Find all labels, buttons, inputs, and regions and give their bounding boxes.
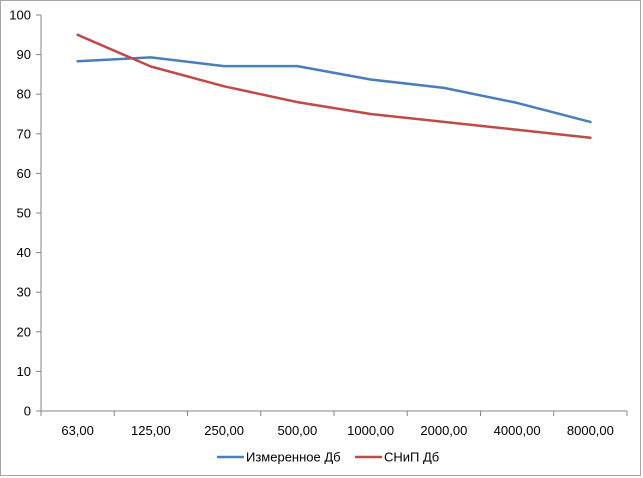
y-tick-label: 40 [17, 245, 31, 260]
x-tick-label: 500,00 [277, 423, 317, 438]
legend: Измеренное Дб СНиП Дб [217, 450, 439, 465]
y-tick-label: 60 [17, 166, 31, 181]
x-tick-label: 250,00 [204, 423, 244, 438]
x-axis-tick-labels: 63,00 125,00 250,00 500,00 1000,00 2000,00 400… [61, 423, 614, 438]
legend-label: СНиП Дб [384, 450, 439, 465]
y-tick-label: 90 [17, 47, 31, 62]
x-tick-label: 63,00 [61, 423, 94, 438]
series-line-1 [76, 56, 592, 124]
x-tick-label: 8000,00 [567, 423, 614, 438]
y-tick-label: 50 [17, 206, 31, 221]
y-tick-label: 70 [17, 126, 31, 141]
series-line-2 [76, 33, 592, 140]
y-tick-label: 10 [17, 364, 31, 379]
x-tick-label: 125,00 [131, 423, 171, 438]
x-tick-label: 4000,00 [494, 423, 541, 438]
y-tick-label: 30 [17, 285, 31, 300]
y-tick-label: 0 [24, 404, 31, 419]
y-axis-tick-labels: 0 10 20 30 40 50 60 70 80 90 100 [9, 8, 31, 419]
x-tick-label: 1000,00 [347, 423, 394, 438]
legend-label: Измеренное Дб [246, 450, 341, 465]
y-tick-label: 100 [9, 8, 31, 23]
y-tick-label: 80 [17, 87, 31, 102]
axes [36, 14, 628, 416]
series-lines [76, 33, 592, 140]
x-tick-label: 2000,00 [420, 423, 467, 438]
y-tick-label: 20 [17, 324, 31, 339]
